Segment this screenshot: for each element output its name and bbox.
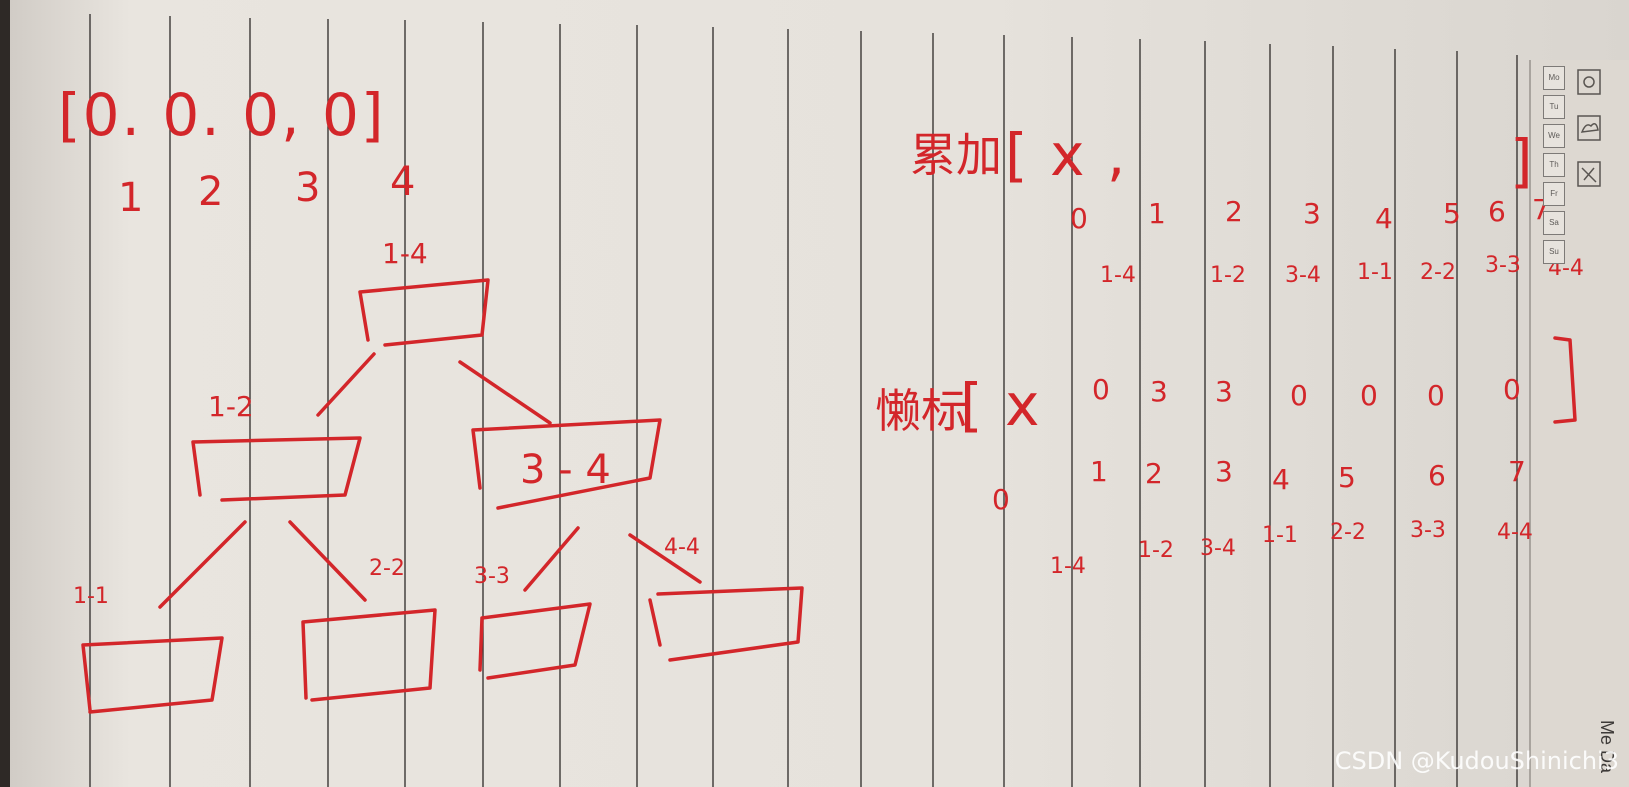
accumulate-index-6: 6 xyxy=(1488,195,1506,228)
calendar-tab-fr: Fr xyxy=(1543,182,1565,206)
accumulate-bracket-close: ] xyxy=(1510,127,1535,195)
lazy-range-3: 3-4 xyxy=(1200,536,1236,561)
accumulate-range-2: 1-2 xyxy=(1210,263,1246,288)
lazy-index-1: 1 xyxy=(1090,455,1108,488)
lazy-index-6: 6 xyxy=(1428,459,1446,492)
tree-left-label: 1-2 xyxy=(208,390,254,423)
accumulate-index-0: 0 xyxy=(1070,202,1088,235)
tree-root-label: 1-4 xyxy=(382,237,428,270)
tree-leaf-label-1: 1-1 xyxy=(73,584,109,609)
accumulate-index-2: 2 xyxy=(1225,195,1243,228)
lazy-range-5: 2-2 xyxy=(1330,520,1366,545)
lazy-value-6: 0 xyxy=(1427,379,1445,412)
lazy-value-1: 0 xyxy=(1092,373,1110,406)
accumulate-index-5: 5 xyxy=(1443,197,1461,230)
lazy-value-3: 3 xyxy=(1215,375,1233,408)
calendar-tab-tu: Tu xyxy=(1543,95,1565,119)
lazy-index-5: 5 xyxy=(1338,461,1356,494)
lazy-bracket-open: [ x xyxy=(960,371,1042,439)
weather-icons xyxy=(1577,69,1601,187)
accumulate-bracket-open: [ x , xyxy=(1005,121,1128,189)
calendar-tab-sa: Sa xyxy=(1543,211,1565,235)
tree-node-right xyxy=(471,418,662,510)
lazy-range-7: 4-4 xyxy=(1497,520,1533,545)
accumulate-index-3: 3 xyxy=(1303,197,1321,230)
tree-leaf-4 xyxy=(648,586,804,662)
tree-node-root xyxy=(358,278,490,347)
array-literal: [0. 0. 0, 0] xyxy=(58,81,386,149)
accumulate-range-1: 1-4 xyxy=(1100,263,1136,288)
lazy-index-3: 3 xyxy=(1215,455,1233,488)
accumulate-label: 累加 xyxy=(910,128,1002,182)
lazy-index-0: 0 xyxy=(992,483,1010,516)
sun-icon xyxy=(1583,76,1595,88)
array-index-2: 2 xyxy=(198,169,224,215)
lazy-value-5: 0 xyxy=(1360,379,1378,412)
calendar-tab-th: Th xyxy=(1543,153,1565,177)
array-index-3: 3 xyxy=(295,165,321,211)
lazy-index-7: 7 xyxy=(1508,455,1526,488)
tree-leaf-2 xyxy=(301,608,437,702)
tree-node-left xyxy=(191,436,362,502)
lazy-value-4: 0 xyxy=(1290,379,1308,412)
calendar-tab-mo: Mo xyxy=(1543,66,1565,90)
lazy-value-2: 3 xyxy=(1150,375,1168,408)
lazy-range-6: 3-3 xyxy=(1410,518,1446,543)
accumulate-range-6: 3-3 xyxy=(1485,253,1521,278)
tree-leaf-1 xyxy=(81,636,224,714)
lazy-range-2: 1-2 xyxy=(1138,538,1174,563)
accumulate-range-3: 3-4 xyxy=(1285,263,1321,288)
watermark: CSDN @KudouShinichi3 xyxy=(1334,747,1619,775)
lazy-index-4: 4 xyxy=(1272,463,1290,496)
lazy-index-2: 2 xyxy=(1145,457,1163,490)
tree-right-box-text: 3 - 4 xyxy=(520,447,611,493)
array-index-4: 4 xyxy=(390,159,416,205)
tree-leaf-label-3: 3-3 xyxy=(474,564,510,589)
accumulate-range-5: 2-2 xyxy=(1420,260,1456,285)
lazy-label: 懒标 xyxy=(875,384,967,438)
lazy-range-1: 1-4 xyxy=(1050,554,1086,579)
accumulate-range-4: 1-1 xyxy=(1357,260,1393,285)
tree-leaf-label-4: 4-4 xyxy=(664,535,700,560)
tree-leaf-label-2: 2-2 xyxy=(369,556,405,581)
lazy-range-4: 1-1 xyxy=(1262,523,1298,548)
array-index-1: 1 xyxy=(118,175,144,221)
calendar-tab-we: We xyxy=(1543,124,1565,148)
cloud-icon xyxy=(1580,123,1599,133)
ruled-lines xyxy=(89,14,1518,787)
accumulate-index-1: 1 xyxy=(1148,197,1166,230)
lazy-value-7: 0 xyxy=(1503,373,1521,406)
accumulate-index-4: 4 xyxy=(1375,202,1393,235)
margin-print: Me Da xyxy=(1597,720,1617,774)
segment-tree-drawing xyxy=(81,278,1577,714)
rain-icon xyxy=(1581,167,1597,183)
calendar-tab-su: Su xyxy=(1543,240,1565,264)
tree-leaf-3 xyxy=(478,602,592,680)
